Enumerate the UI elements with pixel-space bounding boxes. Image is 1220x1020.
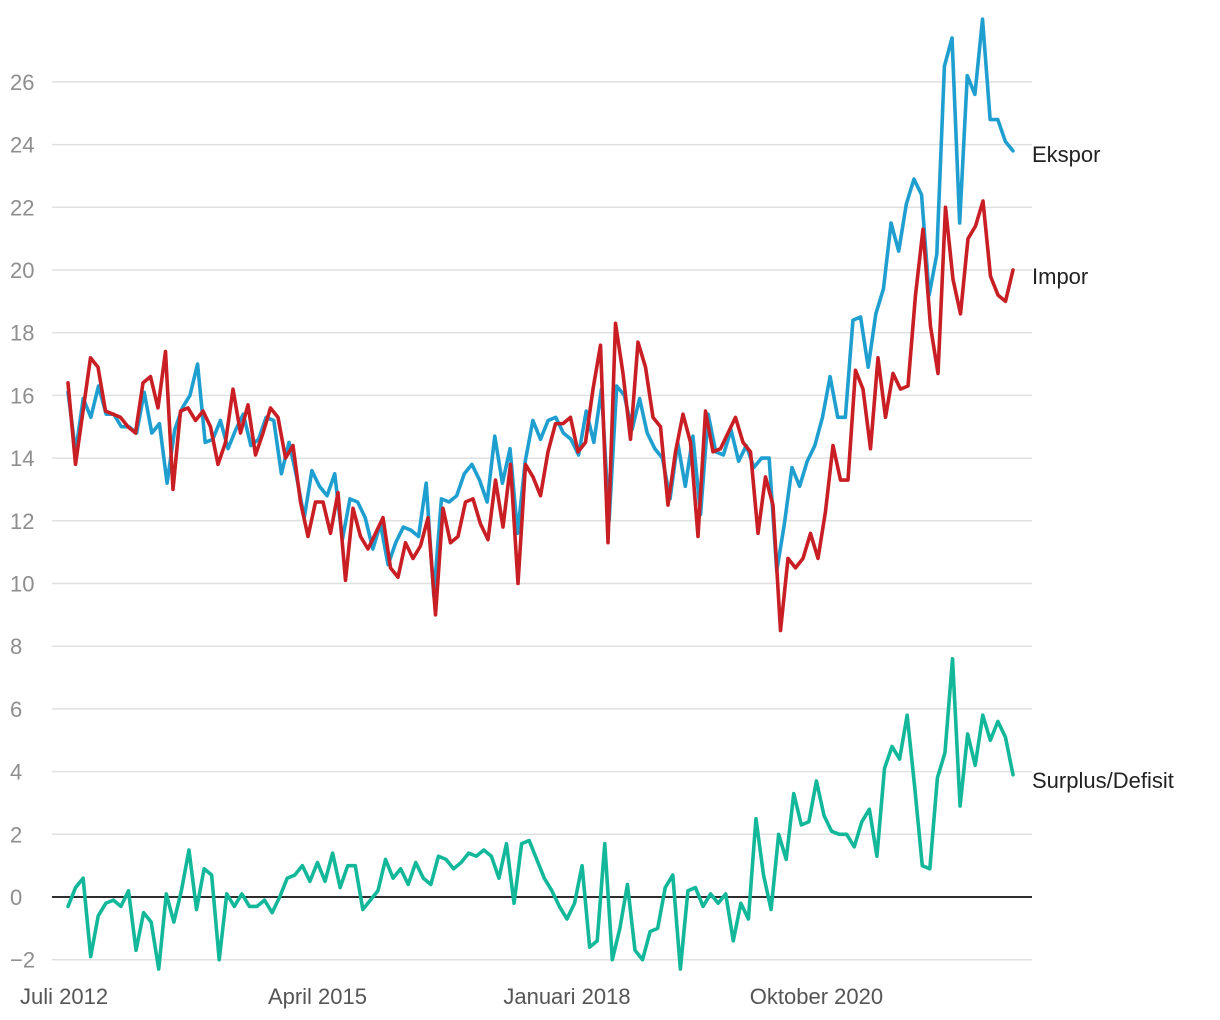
series-line-impor — [66, 199, 1015, 633]
series-label: Impor — [1032, 264, 1088, 289]
y-tick-label: 26 — [10, 70, 34, 95]
series-line-ekspor — [66, 17, 1015, 598]
y-tick-label: 4 — [10, 760, 22, 785]
y-tick-label: 16 — [10, 383, 34, 408]
y-tick-label: 20 — [10, 258, 34, 283]
y-tick-label: −2 — [10, 948, 35, 973]
y-tick-label: 0 — [10, 885, 22, 910]
series-label: Ekspor — [1032, 142, 1100, 167]
y-tick-label: 18 — [10, 321, 34, 346]
y-tick-label: 2 — [10, 822, 22, 847]
x-tick-label: Juli 2012 — [20, 984, 108, 1009]
series-label: Surplus/Defisit — [1032, 768, 1174, 793]
series-labels: Ekspor Impor Surplus/Defisit — [1032, 142, 1174, 793]
y-tick-label: 6 — [10, 697, 22, 722]
y-tick-label: 12 — [10, 509, 34, 534]
y-tick-label: 22 — [10, 195, 34, 220]
y-tick-label: 10 — [10, 572, 34, 597]
series-lines — [66, 17, 1015, 971]
series-line-surplus-defisit — [66, 656, 1015, 971]
y-tick-label: 24 — [10, 133, 34, 158]
x-tick-label: Januari 2018 — [503, 984, 630, 1009]
y-tick-label: 14 — [10, 446, 34, 471]
y-tick-label: 8 — [10, 634, 22, 659]
x-axis-ticks: Juli 2012 April 2015 Januari 2018 Oktober 2… — [20, 984, 883, 1009]
x-tick-label: April 2015 — [268, 984, 367, 1009]
gridlines — [52, 81, 1032, 961]
x-tick-label: Oktober 2020 — [750, 984, 883, 1009]
